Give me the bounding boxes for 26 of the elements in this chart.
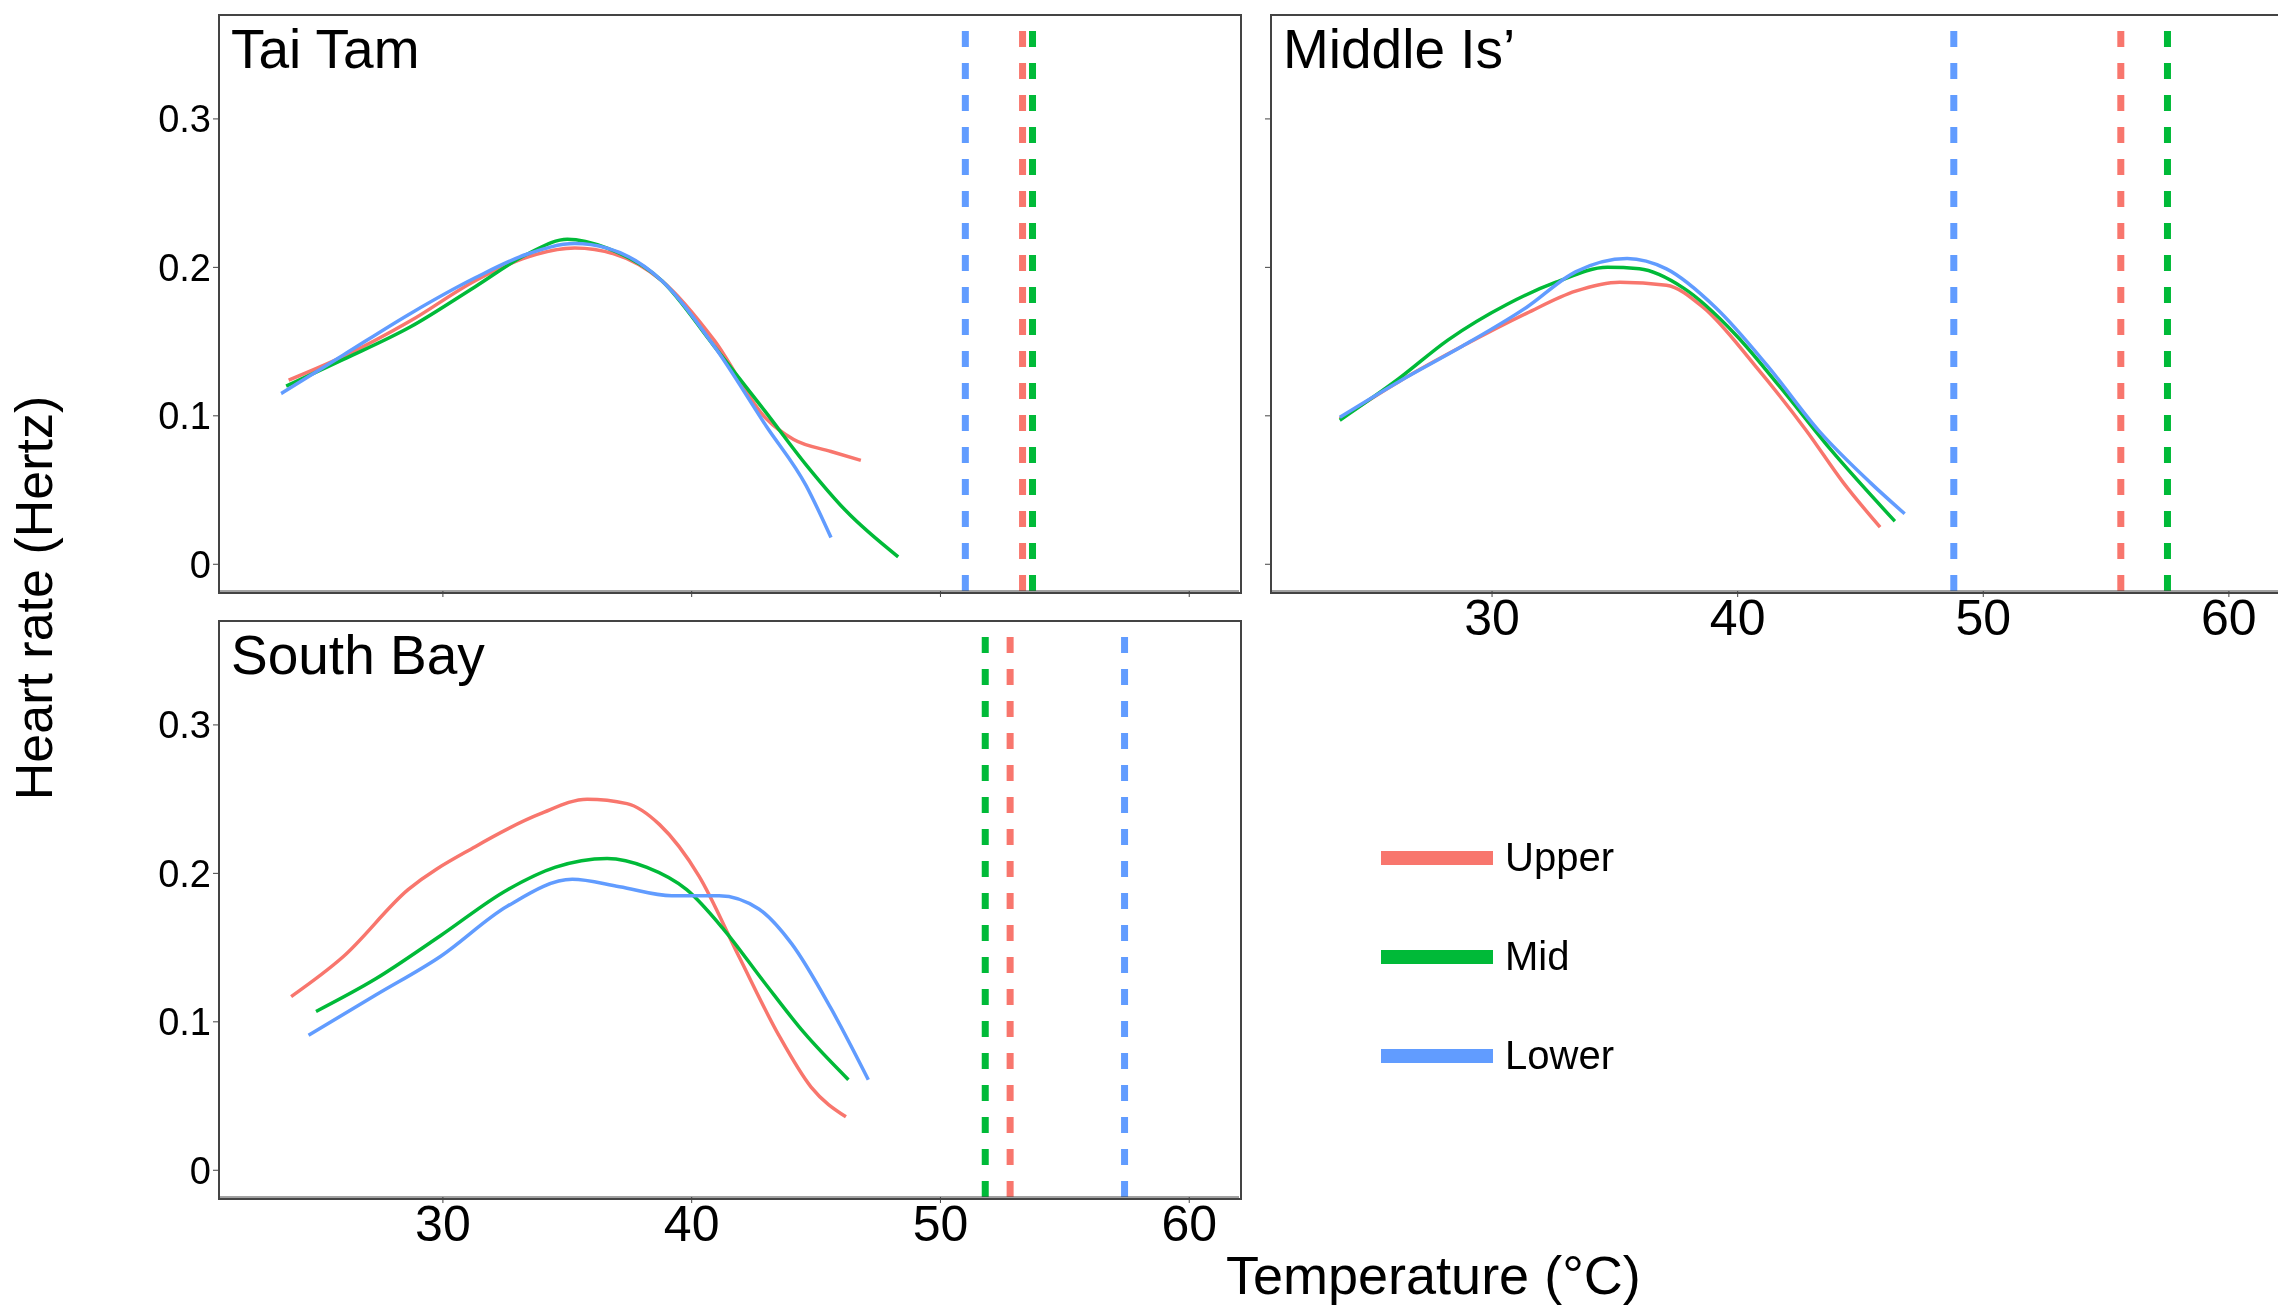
y-tick-label: 0 bbox=[189, 1149, 211, 1192]
chart-title: South Bay bbox=[231, 624, 485, 686]
y-tick-label: 0.1 bbox=[158, 1001, 211, 1044]
x-tick-label: 30 bbox=[415, 1195, 471, 1252]
x-tick-label: 60 bbox=[1161, 1195, 1218, 1252]
y-tick-label: 0.2 bbox=[158, 246, 211, 289]
legend-label: Upper bbox=[1505, 835, 1614, 880]
x-tick-label: 50 bbox=[912, 1195, 969, 1252]
y-tick-label: 0 bbox=[189, 543, 211, 586]
x-axis-title: Temperature (°C) bbox=[1226, 1244, 1641, 1306]
line-series bbox=[279, 241, 833, 540]
y-tick-label: 0.2 bbox=[158, 852, 211, 895]
legend-label: Mid bbox=[1505, 934, 1570, 979]
y-tick-label: 0.3 bbox=[158, 704, 211, 747]
line-series bbox=[289, 797, 848, 1119]
chart-title: Tai Tam bbox=[231, 18, 420, 80]
x-tick-label: 40 bbox=[1709, 589, 1766, 646]
y-tick-label: 0.1 bbox=[158, 395, 211, 438]
y-axis-title: Heart rate (Hertz) bbox=[7, 395, 64, 801]
y-tick-label: 0.3 bbox=[158, 98, 211, 141]
x-tick-label: 30 bbox=[1464, 589, 1520, 646]
x-tick-label: 60 bbox=[2201, 589, 2257, 646]
legend-label: Lower bbox=[1505, 1033, 1614, 1078]
x-tick-label: 40 bbox=[663, 1195, 720, 1252]
chart-title: Middle Is’ bbox=[1283, 18, 1516, 80]
x-tick-label: 50 bbox=[1955, 589, 2012, 646]
